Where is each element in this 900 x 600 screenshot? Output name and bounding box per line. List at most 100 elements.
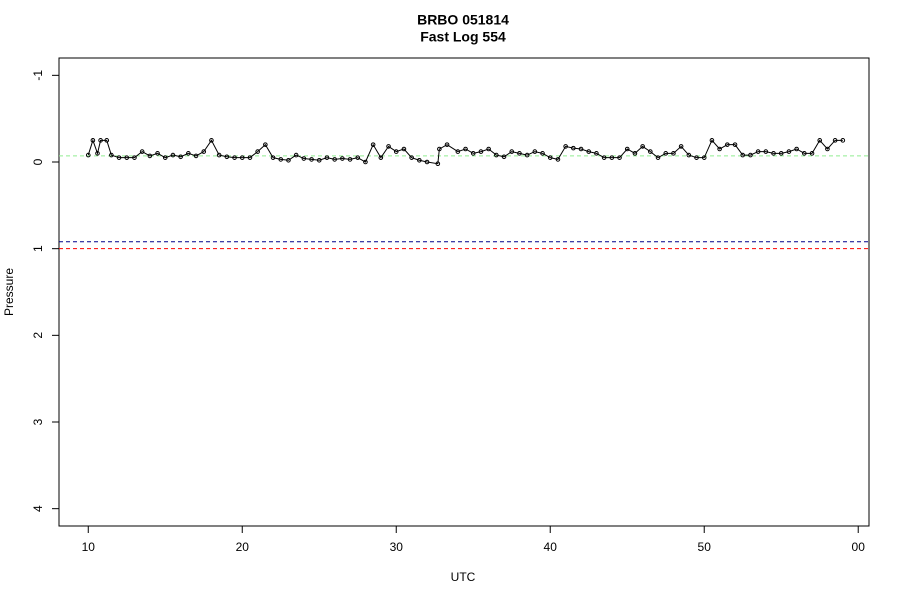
data-point [224,154,230,160]
data-point [640,144,645,149]
data-point [778,151,784,156]
data-point [840,138,846,143]
data-point [263,142,268,147]
data-point [332,157,337,162]
data-point [340,156,345,161]
data-point [455,149,461,154]
data-point [786,149,792,154]
y-tick-label: 1 [31,245,45,252]
data-point [170,152,176,158]
data-point [632,151,638,156]
data-point [655,155,661,160]
data-point [540,151,545,156]
data-point [417,157,422,163]
data-point [763,149,769,154]
data-point [740,152,746,158]
data-point [802,151,807,156]
data-point [378,155,384,160]
y-tick-label: 3 [31,418,45,425]
data-point [571,145,576,151]
data-point [517,151,522,156]
x-axis-label: UTC [451,570,476,584]
data-point [437,146,442,152]
x-tick-label: 20 [236,540,250,554]
x-tick-label: 50 [698,540,712,554]
data-point [286,157,291,163]
data-point [201,149,207,154]
data-point [748,152,753,158]
data-point [794,146,799,152]
data-point [424,159,430,165]
data-point [186,151,191,156]
data-point [435,161,441,167]
data-point [370,142,376,147]
data-point [694,155,699,160]
data-point [239,155,245,160]
y-tick-label: 4 [31,505,45,512]
data-point [709,138,715,143]
data-point [594,151,599,156]
data-point [104,138,110,143]
data-point [255,149,260,154]
data-point [95,151,100,156]
data-point [155,151,160,156]
y-tick-label: -1 [31,70,45,81]
y-tick-label: 2 [31,332,45,339]
data-point [401,146,407,152]
data-point [648,149,653,154]
data-point [278,157,284,162]
data-point [363,159,368,165]
data-point [601,155,607,160]
data-point [178,154,183,160]
data-point [301,156,307,161]
data-point [509,149,515,154]
data-point [409,155,414,160]
data-point [501,154,507,160]
data-point [139,149,145,154]
data-point [309,157,314,162]
data-point [270,155,276,160]
data-point [193,153,199,159]
data-point [547,155,553,160]
y-tick-label: 0 [31,158,45,165]
data-point [109,152,114,158]
data-point [832,138,838,143]
data-point [132,155,137,160]
data-point [678,144,684,149]
data-point [444,142,450,147]
data-point [486,146,491,152]
data-point [563,144,568,149]
data-point [324,155,330,160]
series-line [87,138,843,165]
data-point [717,146,722,152]
data-point [209,138,214,143]
chart-title: BRBO 051814 [417,12,509,28]
data-point [85,152,91,158]
chart-subtitle: Fast Log 554 [420,29,506,45]
data-point [478,149,484,154]
x-tick-label: 40 [544,540,558,554]
data-point [355,155,361,160]
data-point [216,152,222,158]
x-tick-label: 00 [852,540,866,554]
x-tick-label: 30 [390,540,404,554]
data-point [393,149,399,154]
plot-frame [58,57,870,527]
data-point [463,146,468,152]
y-axis-label: Pressure [2,268,16,316]
data-point [386,144,391,149]
data-point [316,157,322,163]
data-point [755,149,761,154]
data-point [578,146,584,152]
data-point [624,146,630,152]
data-point [524,152,530,158]
data-point [494,152,499,158]
data-point [124,155,130,160]
data-point [732,142,738,147]
data-point [809,151,815,156]
data-point [701,155,707,160]
data-point [825,146,830,152]
data-point [671,151,676,156]
